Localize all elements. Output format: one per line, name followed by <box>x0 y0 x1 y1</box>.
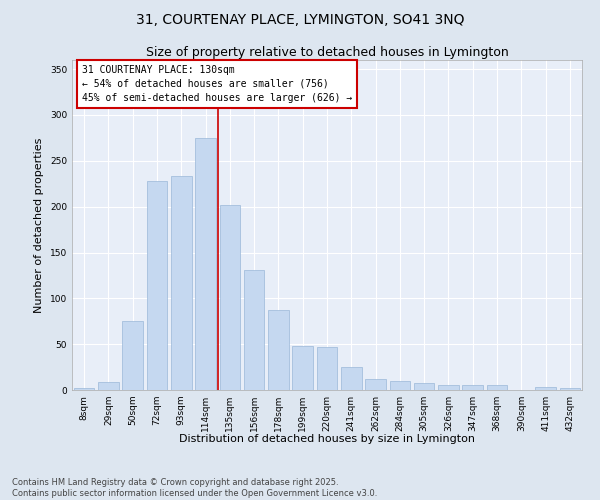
Bar <box>74 388 94 390</box>
Bar <box>122 322 143 390</box>
Bar <box>535 387 556 390</box>
Bar <box>317 347 337 390</box>
Bar <box>341 367 362 390</box>
Bar <box>244 270 265 390</box>
Bar <box>389 381 410 390</box>
Bar <box>146 181 167 390</box>
Y-axis label: Number of detached properties: Number of detached properties <box>34 138 44 312</box>
Bar <box>268 310 289 390</box>
Bar <box>365 379 386 390</box>
Text: 31, COURTENAY PLACE, LYMINGTON, SO41 3NQ: 31, COURTENAY PLACE, LYMINGTON, SO41 3NQ <box>136 12 464 26</box>
Bar <box>195 138 216 390</box>
Text: Contains HM Land Registry data © Crown copyright and database right 2025.
Contai: Contains HM Land Registry data © Crown c… <box>12 478 377 498</box>
Bar <box>560 388 580 390</box>
Bar <box>414 382 434 390</box>
X-axis label: Distribution of detached houses by size in Lymington: Distribution of detached houses by size … <box>179 434 475 444</box>
Text: 31 COURTENAY PLACE: 130sqm
← 54% of detached houses are smaller (756)
45% of sem: 31 COURTENAY PLACE: 130sqm ← 54% of deta… <box>82 65 352 103</box>
Title: Size of property relative to detached houses in Lymington: Size of property relative to detached ho… <box>146 46 508 59</box>
Bar <box>487 384 508 390</box>
Bar <box>438 384 459 390</box>
Bar <box>292 346 313 390</box>
Bar <box>220 205 240 390</box>
Bar <box>98 382 119 390</box>
Bar <box>171 176 191 390</box>
Bar <box>463 386 483 390</box>
